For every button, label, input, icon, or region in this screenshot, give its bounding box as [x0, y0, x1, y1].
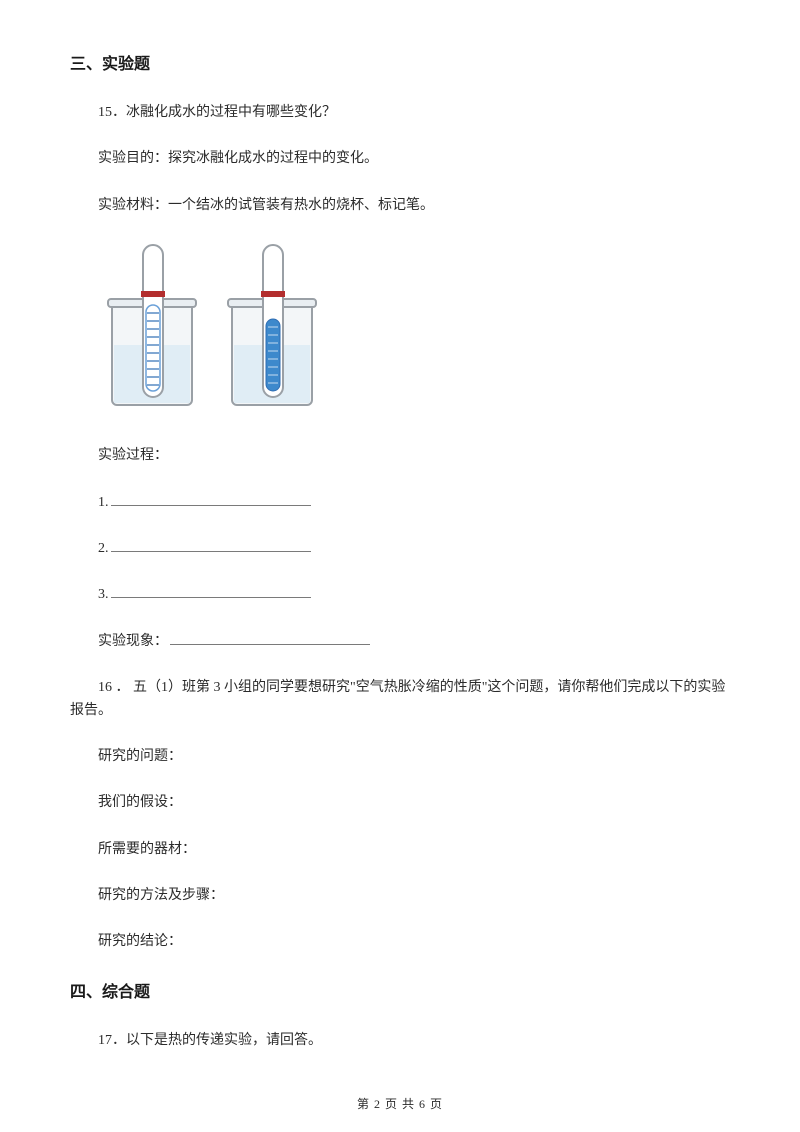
- q16-line-c: 所需要的器材：: [70, 839, 730, 861]
- ice-column: [146, 305, 160, 391]
- step-1-prefix: 1.: [98, 495, 109, 510]
- q15-process-label: 实验过程：: [70, 445, 730, 467]
- q16-line-a: 研究的问题：: [70, 746, 730, 768]
- section-4-heading: 四、综合题: [70, 978, 730, 1002]
- tube-red-band: [141, 291, 165, 297]
- section-3-heading: 三、实验题: [70, 50, 730, 74]
- tube-water-column: [266, 319, 280, 391]
- blank-line[interactable]: [111, 492, 311, 506]
- q16-question: 16 ． 五（1）班第 3 小组的同学要想研究"空气热胀冷缩的性质"这个问题，请…: [70, 677, 730, 722]
- q15-purpose: 实验目的：探究冰融化成水的过程中的变化。: [70, 148, 730, 170]
- beaker-with-water-tube: [218, 241, 328, 421]
- blank-line[interactable]: [111, 584, 311, 598]
- page-footer: 第 2 页 共 6 页: [0, 1095, 800, 1112]
- phenomenon-label: 实验现象：: [98, 634, 168, 649]
- q15-figure: [98, 241, 730, 421]
- q17-question: 17．以下是热的传递实验，请回答。: [70, 1030, 730, 1052]
- q15-question: 15．冰融化成水的过程中有哪些变化？: [70, 102, 730, 124]
- tube-red-band: [261, 291, 285, 297]
- q16-line-e: 研究的结论：: [70, 931, 730, 953]
- q15-step-3: 3.: [70, 584, 730, 606]
- q15-step-1: 1.: [70, 492, 730, 514]
- step-3-prefix: 3.: [98, 587, 109, 602]
- q15-step-2: 2.: [70, 538, 730, 560]
- beaker-2-svg: [218, 241, 328, 416]
- beaker-with-ice-tube: [98, 241, 208, 421]
- step-2-prefix: 2.: [98, 541, 109, 556]
- q16-line-d: 研究的方法及步骤：: [70, 885, 730, 907]
- blank-line[interactable]: [170, 631, 370, 645]
- beaker-1-svg: [98, 241, 208, 416]
- q15-materials: 实验材料：一个结冰的试管装有热水的烧杯、标记笔。: [70, 195, 730, 217]
- q15-phenomenon: 实验现象：: [70, 631, 730, 653]
- blank-line[interactable]: [111, 538, 311, 552]
- q16-line-b: 我们的假设：: [70, 792, 730, 814]
